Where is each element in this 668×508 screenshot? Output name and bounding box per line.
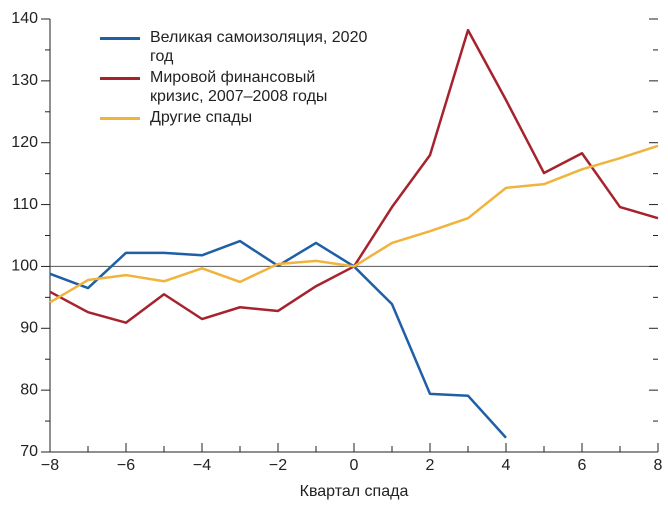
x-tick-label: −8 [41, 457, 59, 474]
y-tick-label: 110 [12, 196, 38, 213]
x-tick-label: 4 [502, 457, 511, 474]
series-line [49, 239, 507, 439]
y-tick-label: 90 [20, 320, 38, 337]
legend-item: Мировой финансовый кризис, 2007–2008 год… [100, 68, 370, 106]
legend-swatch [100, 37, 140, 40]
legend: Великая самоизоляция, 2020 год Мировой фи… [100, 28, 370, 129]
y-tick-label: 80 [20, 381, 38, 398]
x-tick-label: 6 [578, 457, 587, 474]
legend-item: Другие спады [100, 108, 370, 127]
y-tick-label: 100 [11, 258, 38, 275]
x-tick-label: −2 [269, 457, 287, 474]
legend-item: Великая самоизоляция, 2020 год [100, 28, 370, 66]
x-tick-label: 8 [654, 457, 663, 474]
x-tick-label: −6 [117, 457, 135, 474]
y-tick-label: 70 [20, 443, 38, 460]
x-axis-label: Квартал спада [300, 483, 409, 500]
x-tick-label: 0 [350, 457, 359, 474]
legend-label: Великая самоизоляция, 2020 год [150, 29, 368, 65]
x-tick-label: −4 [193, 457, 211, 474]
x-tick-label: 2 [426, 457, 435, 474]
legend-label: Другие спады [150, 109, 253, 126]
y-tick-label: 140 [11, 10, 38, 27]
series-line [49, 144, 659, 304]
legend-label: Мировой финансовый кризис, 2007–2008 год… [150, 69, 328, 105]
y-tick-label: 130 [11, 72, 38, 89]
legend-swatch [100, 117, 140, 120]
legend-swatch [100, 77, 140, 80]
y-tick-label: 120 [11, 134, 38, 151]
